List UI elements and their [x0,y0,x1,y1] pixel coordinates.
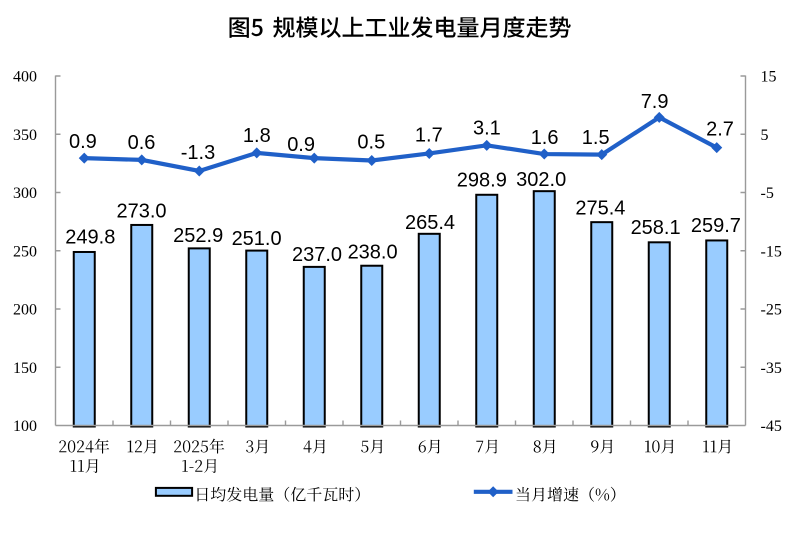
svg-text:150: 150 [13,360,37,377]
svg-text:1.6: 1.6 [531,127,559,149]
svg-text:237.0: 237.0 [292,244,342,266]
svg-text:302.0: 302.0 [516,169,566,191]
svg-text:-5: -5 [761,185,774,202]
svg-text:-35: -35 [761,360,782,377]
svg-text:252.9: 252.9 [173,225,223,247]
svg-text:2.7: 2.7 [706,118,734,140]
svg-text:265.4: 265.4 [405,212,455,234]
svg-text:0.6: 0.6 [128,132,156,154]
svg-text:200: 200 [13,302,37,319]
svg-text:7.9: 7.9 [641,91,669,113]
svg-text:1.7: 1.7 [415,124,443,146]
svg-text:258.1: 258.1 [631,217,681,239]
svg-text:259.7: 259.7 [691,215,741,237]
svg-text:1.5: 1.5 [582,127,610,149]
svg-text:5: 5 [761,127,769,144]
svg-text:300: 300 [13,185,37,202]
svg-text:-45: -45 [761,418,782,435]
svg-text:350: 350 [13,127,37,144]
svg-text:251.0: 251.0 [232,228,282,250]
svg-text:15: 15 [761,69,777,86]
svg-text:3.1: 3.1 [473,117,501,139]
svg-text:-1.3: -1.3 [181,142,215,164]
svg-text:100: 100 [13,418,37,435]
svg-text:0.9: 0.9 [69,131,97,153]
svg-text:-25: -25 [761,302,782,319]
svg-text:273.0: 273.0 [116,200,166,222]
svg-text:250: 250 [13,243,37,260]
svg-text:275.4: 275.4 [575,198,625,220]
svg-text:1.8: 1.8 [243,125,271,147]
svg-text:-15: -15 [761,243,782,260]
svg-text:400: 400 [13,69,37,86]
svg-text:0.9: 0.9 [287,134,315,156]
svg-text:238.0: 238.0 [348,242,398,264]
svg-text:298.9: 298.9 [457,170,507,192]
svg-text:249.8: 249.8 [65,227,115,249]
svg-text:0.5: 0.5 [357,131,385,153]
